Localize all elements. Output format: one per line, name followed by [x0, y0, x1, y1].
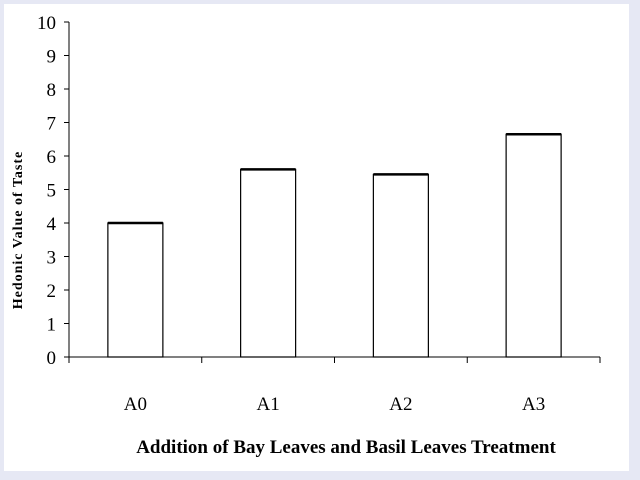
bar-rect: [107, 222, 164, 358]
bar-a3: [505, 132, 562, 358]
bars: [107, 132, 562, 358]
x-axis-title: Addition of Bay Leaves and Basil Leaves …: [136, 437, 556, 458]
bar-a1: [240, 168, 297, 358]
bar-a0: [107, 221, 164, 358]
y-tick-label: 1: [47, 315, 57, 336]
bar-rect: [505, 133, 562, 358]
x-tick-label: A2: [389, 394, 412, 415]
x-tick-labels: A0 A1 A2 A3: [124, 394, 545, 415]
x-tick-label: A1: [257, 394, 280, 415]
y-tick-label: 9: [47, 47, 57, 68]
y-tick-label: 4: [47, 214, 57, 235]
y-axis-title: Hedonic Value of Taste: [11, 151, 26, 310]
bar-rect: [372, 173, 429, 358]
y-axis: 0 1 2 3 4 5 6 7 8 9 10: [37, 13, 70, 369]
bar-rect: [240, 168, 297, 358]
y-tick-label: 3: [47, 248, 57, 269]
bar-a2: [372, 173, 429, 358]
y-tick-label: 2: [47, 281, 57, 302]
y-tick-label: 8: [47, 80, 57, 101]
y-tick-label: 7: [47, 114, 57, 135]
y-tick-label: 0: [47, 348, 57, 369]
x-tick-label: A0: [124, 394, 147, 415]
x-tick-label: A3: [522, 394, 545, 415]
y-tick-label: 5: [47, 181, 57, 202]
y-tick-label: 10: [37, 13, 56, 34]
y-tick-label: 6: [47, 147, 57, 168]
x-axis: [68, 356, 601, 363]
